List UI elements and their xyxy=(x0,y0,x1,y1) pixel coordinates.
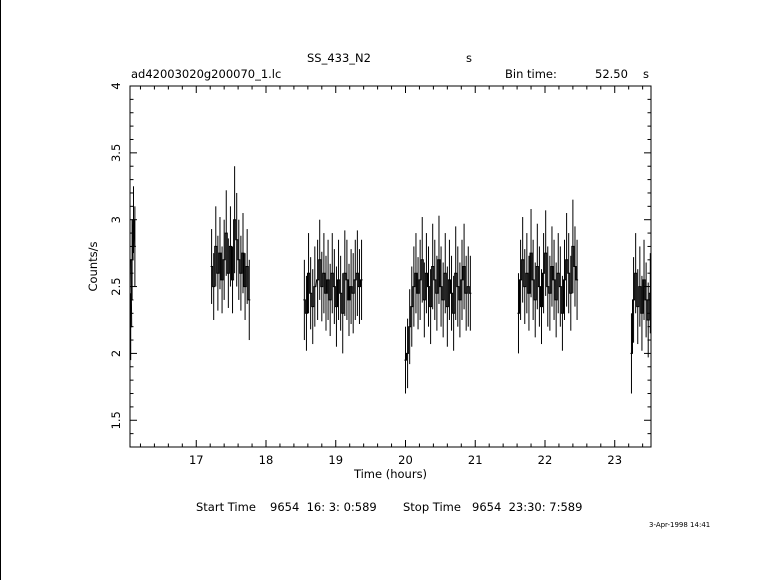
x-axis-label: Time (hours) xyxy=(353,467,427,481)
y-tick-label: 2 xyxy=(109,350,123,357)
bin-time-unit: s xyxy=(643,67,649,81)
stop-time-label: Stop Time xyxy=(403,500,461,514)
stop-time-value: 9654 23:30: 7:589 xyxy=(472,500,583,514)
x-tick-label: 21 xyxy=(468,453,483,467)
data-series-segment-3 xyxy=(303,259,363,314)
plot-timestamp: 3-Apr-1998 14:41 xyxy=(649,521,711,529)
y-tick-label: 4 xyxy=(109,82,123,89)
x-tick-label: 23 xyxy=(607,453,622,467)
chart-title: SS_433_N2 xyxy=(307,51,371,65)
bin-time-label: Bin time: xyxy=(505,67,557,81)
bin-time-value: 52.50 xyxy=(595,67,628,81)
y-axis-label: Counts/s xyxy=(86,241,100,291)
x-tick-label: 19 xyxy=(328,453,343,467)
x-tick-label: 18 xyxy=(259,453,274,467)
data-series-segment-1 xyxy=(129,219,136,328)
y-tick-label: 3.5 xyxy=(109,144,123,162)
data-series-segment-5 xyxy=(517,245,579,314)
start-time-label: Start Time xyxy=(196,500,256,514)
plot-frame xyxy=(129,85,652,448)
start-time-value: 9654 16: 3: 0:589 xyxy=(270,500,377,514)
x-tick-label: 17 xyxy=(189,453,204,467)
data-series-segment-6 xyxy=(630,272,652,354)
lightcurve-filename: ad42003020g200070_1.lc xyxy=(131,67,282,81)
x-tick-label: 20 xyxy=(398,453,413,467)
data-series-segment-4 xyxy=(404,259,472,361)
y-tick-label: 1.5 xyxy=(109,411,123,429)
data-series-segment-2 xyxy=(210,219,251,301)
x-tick-label: 22 xyxy=(538,453,553,467)
y-tick-label: 2.5 xyxy=(109,277,123,295)
y-tick-label: 3 xyxy=(109,216,123,223)
window-left-edge xyxy=(0,0,1,580)
chart-title-suffix: s xyxy=(466,51,472,65)
